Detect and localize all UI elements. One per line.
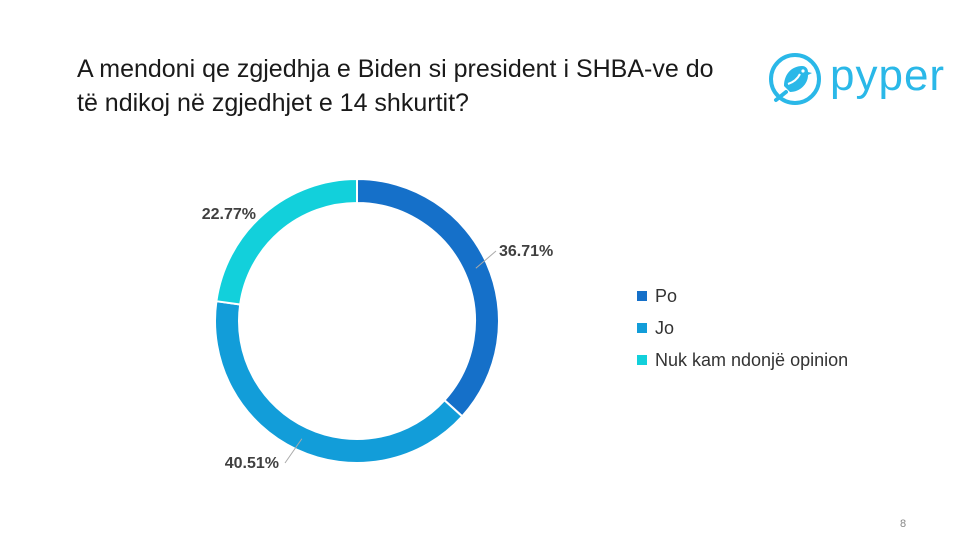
legend-swatch — [637, 355, 647, 365]
legend-label: Nuk kam ndonjë opinion — [655, 349, 849, 370]
legend-label: Po — [655, 285, 678, 306]
legend-label: Jo — [655, 317, 675, 338]
logo-text: pyper — [830, 51, 946, 100]
legend-swatch — [637, 323, 647, 333]
donut-slice-2 — [214, 300, 464, 464]
legend-item: Jo — [637, 312, 848, 344]
donut-slice-1 — [356, 177, 500, 418]
data-label-1: 36.71% — [499, 243, 553, 260]
pyper-logo: pyper — [768, 48, 958, 112]
page-number: 8 — [900, 518, 907, 530]
legend-item: Po — [637, 280, 848, 312]
chart-legend: Po Jo Nuk kam ndonjë opinion — [637, 280, 848, 376]
legend-swatch — [637, 291, 647, 301]
bird-icon — [769, 53, 821, 105]
data-label-2: 40.51% — [225, 455, 279, 472]
page-title: A mendoni qe zgjedhja e Biden si preside… — [77, 55, 714, 117]
leader-line-2 — [284, 438, 303, 464]
leader-line-1 — [475, 250, 497, 269]
data-label-3: 22.77% — [202, 206, 256, 223]
donut-slice-3 — [215, 177, 358, 306]
legend-item: Nuk kam ndonjë opinion — [637, 344, 848, 376]
